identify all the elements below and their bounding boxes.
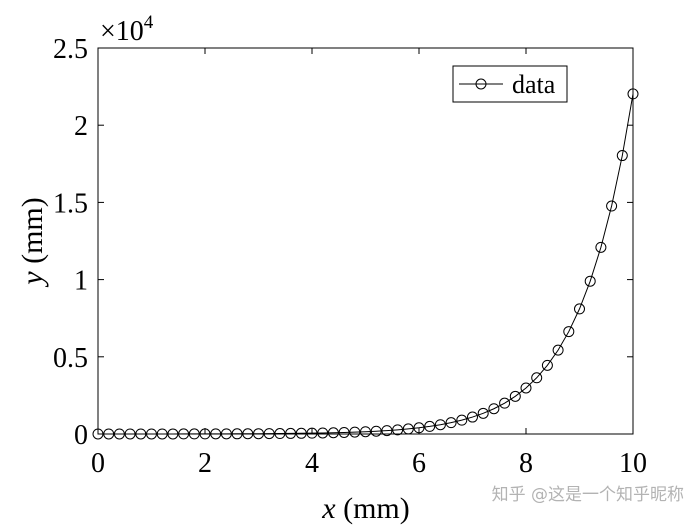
y-tick-label: 2: [74, 111, 88, 142]
x-tick-label: 2: [198, 448, 212, 479]
data-point: [178, 428, 190, 440]
data-point: [242, 428, 254, 440]
data-point: [295, 427, 307, 439]
legend-marker-sample: [475, 78, 487, 90]
y-tick-label: 0.5: [53, 343, 88, 374]
data-point: [210, 428, 222, 440]
data-point: [402, 423, 414, 435]
data-point: [231, 428, 243, 440]
data-point: [370, 425, 382, 437]
data-point: [520, 382, 532, 394]
data-point: [113, 428, 125, 440]
data-point: [606, 200, 618, 212]
data-point: [434, 419, 446, 431]
y-exponent-power: 4: [144, 12, 154, 33]
data-point: [167, 428, 179, 440]
data-point: [199, 428, 211, 440]
y-axis-unit: (mm): [16, 197, 49, 271]
x-tick-label: 0: [91, 448, 105, 479]
data-point: [627, 88, 639, 100]
data-point: [349, 426, 361, 438]
data-point: [595, 241, 607, 253]
plot-area: [97, 47, 634, 435]
data-point: [574, 303, 585, 315]
data-point: [285, 427, 297, 439]
data-point: [488, 403, 500, 415]
data-point: [541, 359, 553, 371]
y-tick-label: 1: [74, 266, 88, 297]
data-point: [274, 428, 286, 440]
data-point: [338, 426, 350, 438]
x-tick-label: 6: [412, 448, 426, 479]
data-point: [360, 426, 371, 438]
data-point: [103, 428, 115, 440]
y-axis-ticks: 0 0.5 1 1.5 2 2.5: [53, 34, 633, 451]
data-point: [156, 428, 168, 440]
series-layer: [92, 88, 639, 440]
x-axis-variable: x: [321, 492, 336, 525]
data-point: [188, 428, 200, 440]
legend-label: data: [512, 70, 556, 99]
data-point: [327, 427, 339, 439]
x-axis-ticks: 0 2 4 6 8 10: [91, 48, 647, 479]
y-tick-label: 0: [74, 420, 88, 451]
watermark: 知乎 @这是一个知乎昵称: [492, 485, 684, 505]
x-tick-label: 10: [619, 448, 647, 479]
x-axis-label: x (mm): [321, 492, 409, 525]
data-point: [253, 428, 264, 440]
y-exponent-label: ×104: [100, 12, 154, 47]
x-tick-label: 8: [519, 448, 533, 479]
data-point: [477, 407, 489, 419]
data-point: [584, 275, 596, 287]
data-point: [552, 344, 564, 356]
data-point: [456, 414, 468, 426]
data-point: [413, 422, 425, 434]
data-point: [499, 397, 511, 409]
data-point: [563, 326, 575, 338]
y-axis-variable: y: [16, 271, 49, 288]
x-tick-label: 4: [305, 448, 319, 479]
data-point: [531, 372, 543, 384]
data-point: [146, 428, 157, 440]
data-point: [220, 428, 232, 440]
x-axis-unit: (mm): [336, 492, 410, 525]
data-point: [509, 390, 521, 402]
legend: data: [452, 65, 568, 103]
data-point: [306, 427, 318, 439]
data-point: [124, 428, 136, 440]
data-point: [381, 425, 393, 437]
y-tick-label: 2.5: [53, 34, 88, 65]
data-point: [467, 411, 478, 423]
data-point: [392, 424, 404, 436]
data-point: [616, 150, 628, 162]
data-point: [445, 417, 457, 429]
y-tick-label: 1.5: [53, 188, 88, 219]
data-point: [92, 428, 104, 440]
data-point: [135, 428, 147, 440]
y-axis-label: y (mm): [16, 197, 49, 287]
data-point: [263, 428, 275, 440]
data-point: [424, 420, 436, 432]
data-point: [317, 427, 329, 439]
